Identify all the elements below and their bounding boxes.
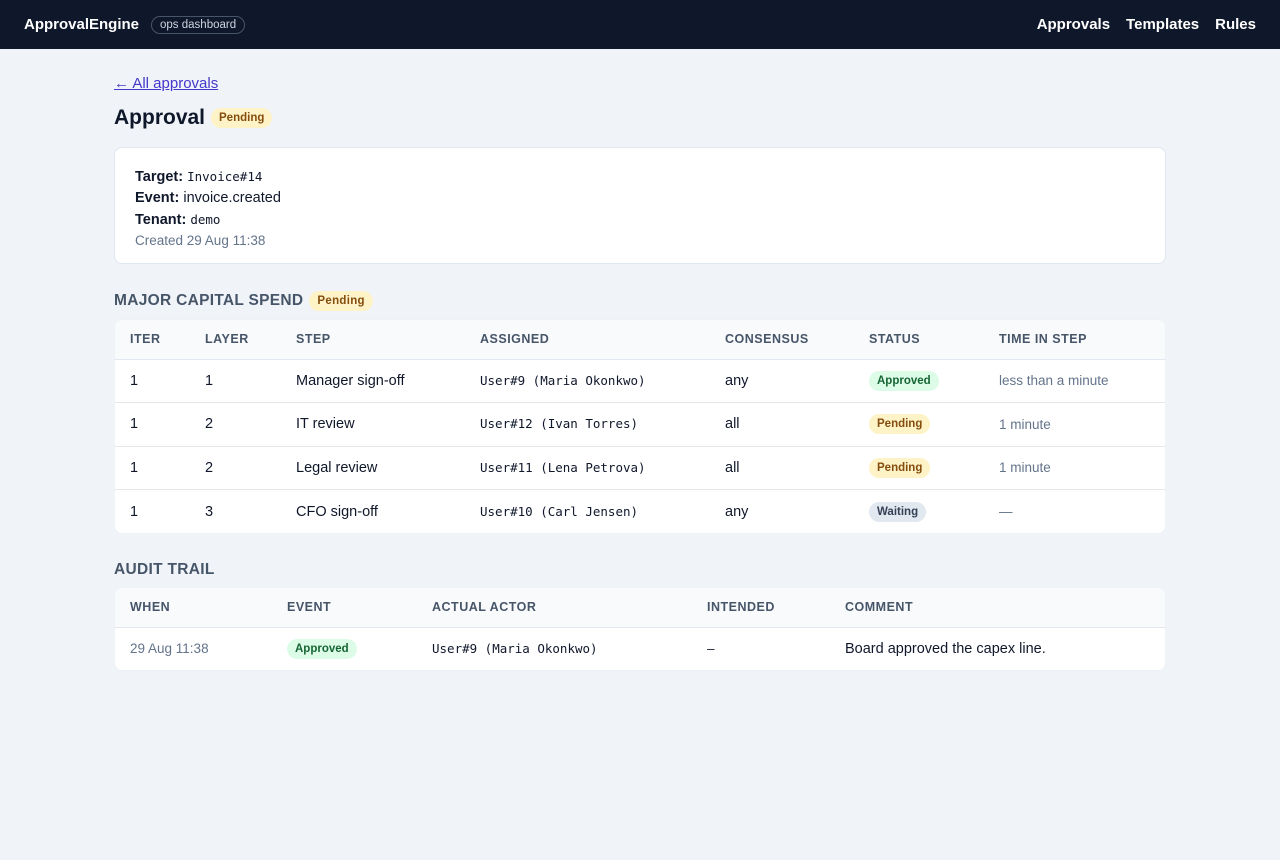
nav-rules[interactable]: Rules: [1215, 16, 1256, 33]
col-time-in-step: TIME IN STEP: [984, 320, 1165, 360]
table-row: 1 2 IT review User#12 (Ivan Torres) all …: [115, 402, 1165, 447]
when-cell: 29 Aug 11:38: [130, 641, 209, 657]
time-cell: 1 minute: [984, 446, 1165, 490]
assigned-user: User#9 (Maria Okonkwo): [480, 372, 646, 388]
col-layer: LAYER: [190, 320, 281, 360]
assigned-cell: User#10 (Carl Jensen): [465, 490, 710, 534]
nav-templates[interactable]: Templates: [1126, 16, 1200, 33]
audit-title: AUDIT TRAIL: [114, 561, 215, 578]
iter-cell: 1: [115, 359, 190, 403]
approval-status-badge: Pending: [211, 108, 273, 128]
assigned-cell: User#9 (Maria Okonkwo): [465, 359, 710, 403]
steps-table: ITER LAYER STEP ASSIGNED CONSENSUS STATU…: [115, 320, 1165, 533]
col-intended: INTENDED: [692, 588, 830, 628]
target-label: Target:: [135, 169, 184, 185]
comment-cell: Board approved the capex line.: [845, 640, 1046, 657]
steps-table-card: ITER LAYER STEP ASSIGNED CONSENSUS STATU…: [114, 319, 1166, 534]
status-badge: Pending: [869, 414, 931, 435]
layer-cell: 2: [190, 402, 281, 447]
step-cell: CFO sign-off: [296, 503, 378, 520]
top-bar: ApprovalEngine ops dashboard Approvals T…: [0, 0, 1280, 49]
event-badge: Approved: [287, 638, 357, 659]
iter-cell: 1: [130, 503, 139, 520]
col-consensus: CONSENSUS: [710, 320, 854, 360]
brand-name[interactable]: ApprovalEngine: [24, 16, 140, 33]
intended-user: —: [707, 640, 715, 656]
brand-tag: ops dashboard: [151, 15, 246, 34]
main-nav: Approvals Templates Rules: [1037, 16, 1256, 33]
col-status: STATUS: [854, 320, 984, 360]
consensus-cell: all: [710, 402, 854, 447]
actor-cell: User#9 (Maria Okonkwo): [417, 627, 692, 670]
tenant-line: Tenant: demo: [135, 209, 1145, 231]
consensus-cell: all: [710, 446, 854, 490]
event-value: invoice.created: [183, 190, 281, 206]
brand: ApprovalEngine ops dashboard: [24, 15, 246, 34]
audit-header-row: WHEN EVENT ACTUAL ACTOR INTENDED COMMENT: [115, 588, 1165, 628]
status-badge: Approved: [869, 370, 939, 391]
col-when: WHEN: [115, 588, 272, 628]
col-assigned: ASSIGNED: [465, 320, 710, 360]
col-step: STEP: [281, 320, 465, 360]
page-title: Approval: [114, 106, 206, 129]
iter-cell: 1: [115, 402, 190, 447]
status-cell: Pending: [854, 446, 984, 490]
table-row: 1 2 Legal review User#11 (Lena Petrova) …: [115, 446, 1165, 490]
status-badge: Waiting: [869, 501, 927, 522]
col-comment: COMMENT: [830, 588, 1165, 628]
table-row: 1 3 CFO sign-off User#10 (Carl Jensen) a…: [115, 490, 1165, 534]
audit-table-card: WHEN EVENT ACTUAL ACTOR INTENDED COMMENT…: [114, 587, 1166, 671]
iter-cell: 1: [115, 446, 190, 490]
assigned-user: User#12 (Ivan Torres): [480, 416, 639, 432]
workflow-section-header: MAJOR CAPITAL SPEND Pending: [114, 291, 1166, 311]
audit-section-header: AUDIT TRAIL: [114, 561, 1166, 579]
created-timestamp: Created 29 Aug 11:38: [135, 233, 266, 248]
status-badge: Pending: [869, 457, 931, 478]
workflow-title: MAJOR CAPITAL SPEND: [114, 292, 304, 309]
layer-cell: 2: [190, 446, 281, 490]
target-line: Target: Invoice#14: [135, 166, 1145, 188]
step-cell: IT review: [281, 402, 465, 447]
table-row: 29 Aug 11:38 Approved User#9 (Maria Okon…: [115, 627, 1165, 670]
assigned-user: User#10 (Carl Jensen): [480, 503, 639, 519]
event-cell: Approved: [272, 627, 417, 670]
time-cell: 1 minute: [984, 402, 1165, 447]
time-cell: less than a minute: [984, 359, 1165, 403]
event-line: Event: invoice.created: [135, 188, 1145, 209]
tenant-value: demo: [190, 212, 221, 227]
assigned-cell: User#11 (Lena Petrova): [465, 446, 710, 490]
assigned-cell: User#12 (Ivan Torres): [465, 402, 710, 447]
main-content: ← All approvals Approval Pending Target:…: [114, 49, 1166, 671]
time-cell: —: [999, 504, 1013, 519]
event-label: Event:: [135, 190, 180, 206]
status-cell: Pending: [854, 402, 984, 447]
status-cell: Approved: [854, 359, 984, 403]
col-iter: ITER: [115, 320, 190, 360]
steps-header-row: ITER LAYER STEP ASSIGNED CONSENSUS STATU…: [115, 320, 1165, 360]
approval-info-card: Target: Invoice#14 Event: invoice.create…: [114, 147, 1166, 264]
tenant-label: Tenant:: [135, 212, 187, 228]
title-row: Approval Pending: [114, 106, 1166, 130]
table-row: 1 1 Manager sign-off User#9 (Maria Okonk…: [115, 359, 1165, 403]
assigned-user: User#11 (Lena Petrova): [480, 459, 646, 475]
layer-cell: 1: [190, 359, 281, 403]
back-to-approvals-link[interactable]: ← All approvals: [114, 75, 219, 92]
consensus-cell: any: [710, 359, 854, 403]
nav-approvals[interactable]: Approvals: [1036, 16, 1111, 33]
col-event: EVENT: [272, 588, 417, 628]
step-cell: Legal review: [281, 446, 465, 490]
layer-cell: 3: [205, 503, 214, 520]
step-cell: Manager sign-off: [281, 359, 465, 403]
target-value: Invoice#14: [187, 169, 263, 184]
col-actual-actor: ACTUAL ACTOR: [417, 588, 692, 628]
status-cell: Waiting: [854, 490, 984, 534]
intended-cell: —: [692, 627, 830, 670]
workflow-status-badge: Pending: [309, 291, 373, 311]
audit-table: WHEN EVENT ACTUAL ACTOR INTENDED COMMENT…: [115, 588, 1165, 670]
consensus-cell: any: [725, 503, 749, 520]
actor-user: User#9 (Maria Okonkwo): [432, 640, 598, 656]
